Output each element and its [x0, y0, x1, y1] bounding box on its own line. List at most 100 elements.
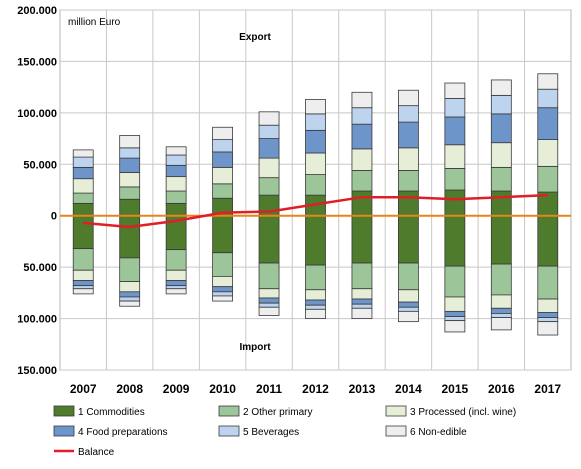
- import-bar-segment: [351, 307, 373, 319]
- export-bar-segment: [351, 91, 373, 109]
- import-bar-segment: [119, 215, 141, 259]
- export-bar-segment: [398, 89, 419, 107]
- import-bar-segment: [165, 269, 187, 281]
- export-bar-segment: [212, 126, 233, 140]
- legend-layer: 1 Commodities 2 Other primary 3 Processed …: [53, 405, 516, 458]
- export-bar-segment: [490, 142, 512, 168]
- export-bar-segment: [72, 202, 94, 217]
- bar-layer: [72, 73, 559, 336]
- import-bar-segment: [258, 297, 280, 304]
- legend-swatch: [385, 425, 407, 437]
- import-bar-segment: [351, 298, 373, 305]
- export-bar-segment: [490, 94, 512, 115]
- export-bar-segment: [72, 192, 94, 204]
- import-bar-segment: [537, 317, 559, 323]
- export-bar-segment: [72, 178, 94, 194]
- import-bar-segment: [444, 320, 466, 333]
- export-bar-segment: [212, 139, 233, 153]
- export-bar-segment: [490, 113, 512, 144]
- x-tick-label: 2014: [395, 382, 422, 396]
- import-bar-segment: [398, 262, 419, 291]
- legend-label: 4 Food preparations: [78, 427, 168, 438]
- export-bar-segment: [305, 174, 326, 196]
- import-bar-segment: [490, 263, 512, 296]
- export-bar-segment: [258, 124, 280, 139]
- axis-layer: 200.000 150.000 100.000 50.000 0 50.000 100.00…: [17, 5, 561, 396]
- export-bar-segment: [305, 152, 326, 175]
- y-tick-label: 100.000: [17, 314, 57, 326]
- export-bar-segment: [72, 149, 94, 158]
- export-bar-segment: [537, 107, 559, 141]
- import-bar-segment: [398, 289, 419, 303]
- export-bar-segment: [119, 186, 141, 200]
- import-bar-segment: [165, 280, 187, 287]
- import-bar-segment: [490, 317, 512, 331]
- x-tick-label: 2016: [488, 382, 515, 396]
- export-bar-segment: [537, 165, 559, 193]
- import-bar-segment: [537, 311, 559, 318]
- legend-swatch: [53, 405, 75, 417]
- export-bar-segment: [351, 148, 373, 171]
- legend-label: Balance: [78, 447, 115, 458]
- export-bar-segment: [351, 107, 373, 125]
- import-bar-segment: [351, 288, 373, 300]
- import-bar-segment: [490, 215, 512, 265]
- import-bar-segment: [351, 262, 373, 290]
- y-tick-label: 0: [51, 211, 57, 223]
- export-bar-segment: [72, 166, 94, 180]
- x-tick-label: 2017: [534, 382, 561, 396]
- import-bar-segment: [444, 310, 466, 317]
- x-tick-label: 2011: [256, 382, 282, 396]
- import-bar-segment: [72, 269, 94, 281]
- import-bar-segment: [490, 307, 512, 314]
- import-bar-segment: [305, 299, 326, 306]
- export-bar-segment: [165, 202, 187, 217]
- import-bar-segment: [119, 300, 141, 307]
- import-bar-segment: [165, 285, 187, 290]
- import-bar-segment: [258, 262, 280, 290]
- x-tick-label: 2012: [302, 382, 329, 396]
- legend-label: 6 Non-edible: [410, 427, 467, 438]
- import-bar-segment: [444, 265, 466, 298]
- y-tick-label: 100.000: [17, 108, 57, 120]
- export-bar-segment: [258, 177, 280, 196]
- import-bar-segment: [72, 285, 94, 290]
- import-bar-segment: [537, 265, 559, 300]
- x-tick-label: 2009: [163, 382, 190, 396]
- legend-swatch: [385, 405, 407, 417]
- x-tick-label: 2013: [349, 382, 376, 396]
- import-bar-segment: [258, 288, 280, 299]
- export-bar-segment: [72, 156, 94, 168]
- import-bar-segment: [398, 301, 419, 308]
- y-tick-label: 150.000: [17, 365, 57, 377]
- export-bar-segment: [119, 135, 141, 149]
- legend-swatch: [218, 405, 240, 417]
- import-bar-segment: [212, 295, 233, 302]
- export-bar-segment: [351, 170, 373, 192]
- import-bar-segment: [398, 310, 419, 323]
- export-bar-segment: [444, 189, 466, 217]
- y-tick-label: 200.000: [17, 5, 57, 17]
- export-bar-segment: [444, 144, 466, 169]
- export-bar-segment: [258, 111, 280, 126]
- import-bar-segment: [212, 275, 233, 288]
- import-bar-segment: [305, 264, 326, 291]
- export-bar-segment: [165, 164, 187, 178]
- export-bar-segment: [398, 190, 419, 217]
- export-bar-segment: [490, 79, 512, 96]
- import-bar-segment: [490, 294, 512, 309]
- import-bar-segment: [444, 215, 466, 267]
- legend-label: 2 Other primary: [243, 407, 312, 418]
- export-bar-segment: [444, 98, 466, 118]
- import-bar-segment: [165, 288, 187, 295]
- legend-swatch: [53, 425, 75, 437]
- export-bar-segment: [119, 198, 141, 217]
- y-tick-label: 150.000: [17, 56, 57, 68]
- y-tick-label: 50.000: [23, 262, 57, 274]
- export-bar-segment: [537, 139, 559, 167]
- export-bar-segment: [444, 82, 466, 99]
- import-bar-segment: [119, 291, 141, 298]
- import-bar-segment: [119, 296, 141, 302]
